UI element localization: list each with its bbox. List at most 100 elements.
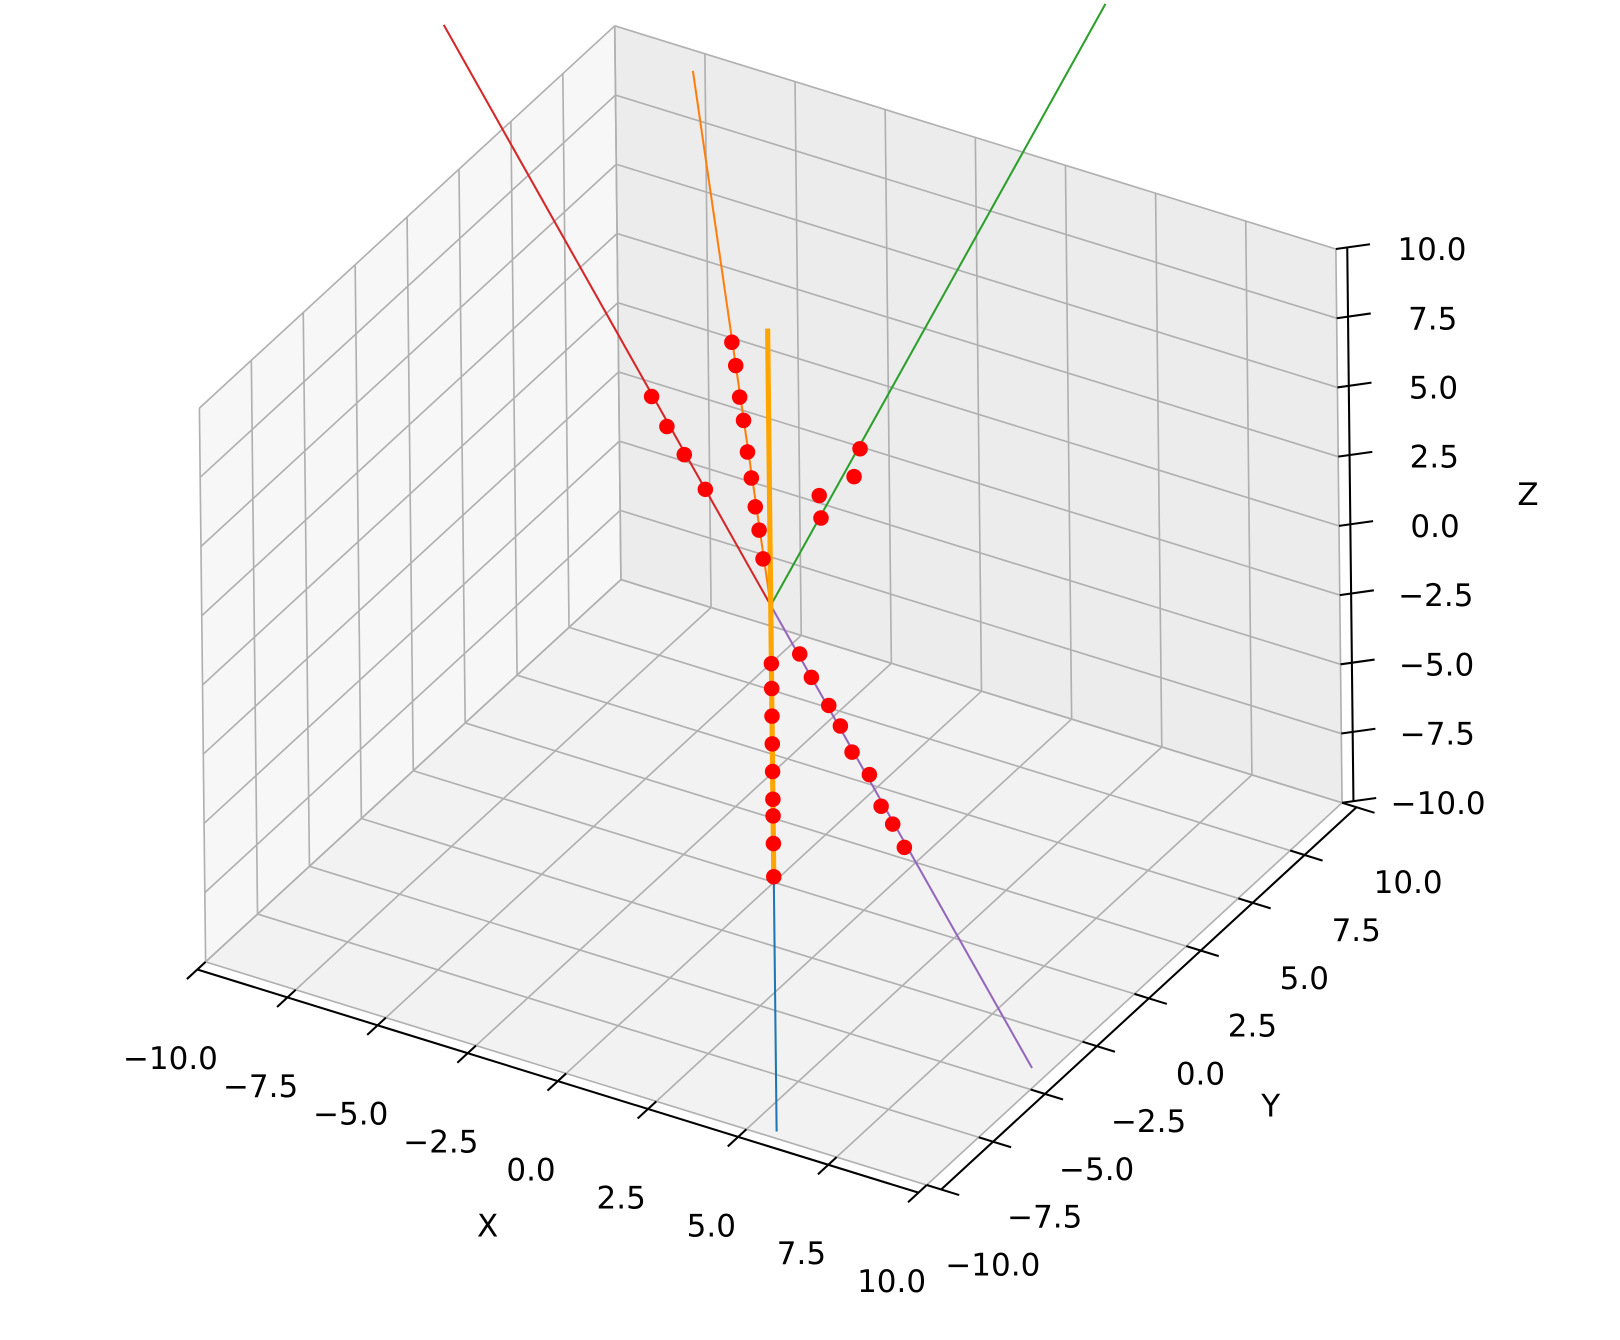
series-line	[769, 3, 1107, 606]
grid-line	[361, 817, 1083, 1043]
z-tick-label: 10.0	[1397, 232, 1466, 268]
x-tick-label: 2.5	[597, 1180, 646, 1216]
point	[739, 444, 756, 460]
point	[743, 470, 760, 486]
y-tick-label: −2.5	[1111, 1104, 1186, 1140]
point	[821, 697, 837, 714]
point	[659, 418, 675, 435]
z-tick-label: −7.5	[1400, 717, 1475, 753]
grid-line	[614, 25, 1337, 250]
y-tick	[1341, 801, 1375, 814]
grid-line	[619, 440, 1341, 666]
y-tick	[1186, 945, 1220, 958]
points	[643, 334, 913, 885]
point	[861, 766, 878, 783]
grid-line	[204, 509, 621, 894]
series-line	[442, 24, 772, 606]
z-axis-title: Z	[1517, 477, 1538, 513]
x-tick	[456, 1044, 477, 1064]
grid-line	[616, 232, 1339, 458]
point	[873, 798, 889, 815]
y-tick	[1082, 1040, 1116, 1053]
grid-line	[202, 371, 620, 755]
y-axis-title: Y	[1260, 1088, 1280, 1124]
grid-line	[200, 163, 617, 548]
point	[764, 763, 781, 780]
x-tick	[366, 1016, 387, 1036]
x-tick	[186, 961, 207, 980]
z-tick-label: 5.0	[1409, 370, 1458, 406]
grid-line	[1335, 248, 1343, 803]
point	[755, 551, 771, 567]
y-tick	[1289, 849, 1323, 862]
grid-line	[516, 674, 1239, 900]
y-tick-label: 0.0	[1176, 1056, 1225, 1092]
grid-line	[620, 578, 1343, 804]
point	[727, 357, 744, 374]
point	[765, 791, 781, 807]
point	[643, 388, 660, 405]
y-tick-label: 10.0	[1374, 865, 1443, 901]
y-tick	[926, 1184, 960, 1197]
x-tick	[636, 1100, 658, 1120]
x-tick	[276, 989, 297, 1008]
y-tick-label: 2.5	[1228, 1009, 1277, 1045]
point	[764, 708, 780, 724]
point	[791, 646, 808, 662]
z-tick	[1341, 796, 1377, 804]
y-tick	[1030, 1088, 1064, 1101]
y-tick-label: −10.0	[945, 1247, 1040, 1283]
grid-line	[198, 25, 616, 409]
grid-line	[257, 913, 979, 1139]
point	[724, 334, 740, 351]
z-tick	[1337, 381, 1372, 389]
x-axis-title: X	[477, 1208, 498, 1244]
grid-line	[464, 722, 1187, 947]
point	[832, 718, 849, 734]
point	[896, 839, 913, 856]
x-tick-label: −2.5	[403, 1125, 478, 1161]
grid-line	[201, 232, 618, 617]
z-tick	[1340, 658, 1375, 666]
x-tick	[907, 1184, 928, 1203]
y-tick-label: −7.5	[1007, 1200, 1082, 1236]
z-tick-label: 0.0	[1410, 509, 1459, 545]
z-tick-label: −2.5	[1398, 578, 1473, 614]
z-tick	[1335, 243, 1371, 251]
series-line	[765, 328, 777, 883]
axes: −10.0−7.5−5.0−2.50.02.55.07.510.0 −10.0−7…	[123, 232, 1539, 1300]
point	[697, 481, 714, 498]
point	[803, 669, 820, 686]
point	[731, 389, 748, 405]
z-tick-label: 2.5	[1410, 440, 1459, 476]
point	[852, 440, 868, 457]
grid-line	[568, 626, 1291, 852]
z-tick	[1339, 589, 1374, 597]
point	[765, 835, 782, 852]
point	[766, 869, 782, 885]
z-tick-label: −5.0	[1399, 647, 1474, 683]
y-tick	[1134, 992, 1168, 1005]
point	[763, 680, 780, 697]
point	[765, 808, 781, 824]
grid-line	[618, 371, 1340, 596]
grid-line	[309, 865, 1031, 1091]
y-tick-label: −5.0	[1059, 1152, 1134, 1188]
x-tick-label: −10.0	[123, 1041, 218, 1077]
x-tick	[817, 1156, 838, 1176]
y-tick-label: 7.5	[1332, 913, 1381, 949]
point	[764, 736, 781, 752]
x-tick	[727, 1128, 748, 1148]
x-tick-label: 5.0	[687, 1208, 736, 1244]
point	[747, 499, 764, 515]
point	[844, 744, 860, 760]
z-tick	[1341, 727, 1376, 735]
point	[846, 468, 862, 485]
y-tick	[1237, 897, 1271, 910]
point	[763, 655, 780, 672]
z-tick	[1336, 312, 1371, 320]
grid-line	[201, 302, 619, 686]
point	[735, 412, 752, 429]
grid	[198, 25, 1343, 1186]
